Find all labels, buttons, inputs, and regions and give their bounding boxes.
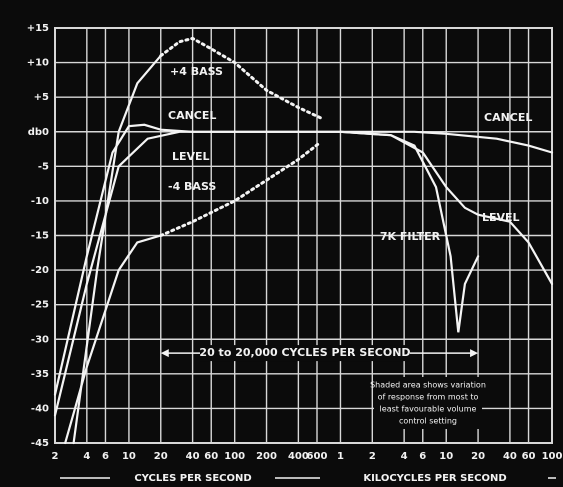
y-tick-label: -20 — [31, 265, 49, 276]
x-tick-label: 10 — [122, 451, 136, 462]
annotation-bg — [200, 345, 410, 362]
arrow-head — [160, 349, 169, 358]
x-tick-label: 600 — [307, 451, 328, 462]
x-tick-label: 20 — [471, 451, 485, 462]
annotation: 20 to 20,000 CYCLES PER SECOND — [199, 346, 410, 359]
series-label: CANCEL — [168, 109, 216, 122]
series-label: 7K FILTER — [380, 230, 441, 243]
x-tick-label: 4 — [83, 451, 90, 462]
y-tick-label: -25 — [31, 300, 49, 311]
x-tick-label: 40 — [186, 451, 200, 462]
x-tick-label: 40 — [503, 451, 517, 462]
y-tick-label: -40 — [31, 403, 49, 414]
x-tick-label: 200 — [256, 451, 277, 462]
y-tick-label: -45 — [31, 438, 49, 449]
x-axis-title: CYCLES PER SECOND — [134, 473, 251, 484]
x-tick-label: 2 — [369, 451, 376, 462]
series-line — [53, 130, 554, 417]
note-line: least favourable volume — [380, 405, 477, 414]
note-box — [374, 377, 482, 429]
x-tick-label: 60 — [204, 451, 218, 462]
x-tick-label: 20 — [154, 451, 168, 462]
x-tick-label: 1 — [337, 451, 344, 462]
series-label: -4 BASS — [168, 180, 216, 193]
y-tick-label: +5 — [34, 92, 49, 103]
y-tick-label: db0 — [28, 127, 49, 138]
annotation: CANCEL — [484, 111, 532, 124]
x-tick-label: 10 — [439, 451, 453, 462]
x-tick-label: 400 — [288, 451, 309, 462]
annotation: LEVEL — [482, 211, 520, 224]
note-line: Shaded area shows variation — [370, 381, 486, 390]
series-label: +4 BASS — [170, 65, 223, 78]
series-line — [339, 130, 480, 333]
y-tick-label: -30 — [31, 334, 49, 345]
x-tick-label: 100 — [224, 451, 245, 462]
arrow-head — [470, 349, 479, 358]
x-tick-label: 100 — [542, 451, 563, 462]
series-line — [72, 54, 162, 445]
x-tick-label: 6 — [419, 451, 426, 462]
y-tick-label: -35 — [31, 369, 49, 380]
series-label: LEVEL — [172, 150, 210, 163]
y-tick-label: +10 — [27, 58, 49, 69]
x-axis-title: KILOCYCLES PER SECOND — [363, 473, 506, 484]
y-tick-label: -10 — [31, 196, 49, 207]
plot-frame — [54, 27, 553, 444]
series-line — [64, 234, 162, 445]
note-line: control setting — [399, 417, 457, 426]
y-tick-label: -5 — [38, 161, 49, 172]
y-tick-label: +15 — [27, 23, 49, 34]
note-line: of response from most to — [378, 393, 479, 402]
x-tick-label: 60 — [522, 451, 536, 462]
series-line — [159, 140, 323, 237]
y-tick-label: -15 — [31, 231, 49, 242]
x-tick-label: 4 — [401, 451, 408, 462]
series-line — [159, 36, 323, 120]
x-tick-label: 2 — [52, 451, 59, 462]
x-tick-label: 6 — [102, 451, 109, 462]
